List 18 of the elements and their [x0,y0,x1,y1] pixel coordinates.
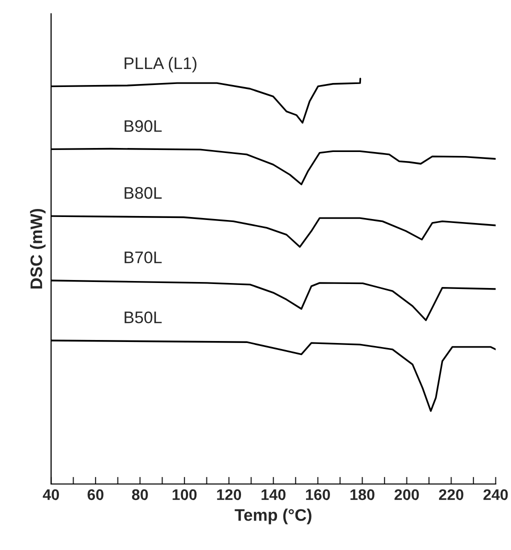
series-label: B70L [124,252,162,264]
series-label: B90L [124,120,162,132]
x-tick-label: 100 [172,489,197,500]
x-axis-title: Temp (°C) [234,508,312,524]
y-axis-title: DSC (mW) [30,208,46,288]
x-tick-label: 40 [42,489,59,500]
x-tick-label: 120 [217,489,242,500]
x-tick-label: 220 [439,489,464,500]
x-tick-label: 60 [88,489,104,500]
x-tick-label: 200 [394,489,419,500]
series-label: PLLA (L1) [124,56,196,72]
x-tick-label: 80 [132,489,148,500]
series-label: B80L [124,187,162,199]
x-tick-label: 160 [306,489,330,500]
x-tick-label: 240 [483,489,508,500]
x-tick-label: 180 [350,489,374,500]
x-tick-label: 140 [262,489,286,500]
series-label: B50L [124,312,162,324]
